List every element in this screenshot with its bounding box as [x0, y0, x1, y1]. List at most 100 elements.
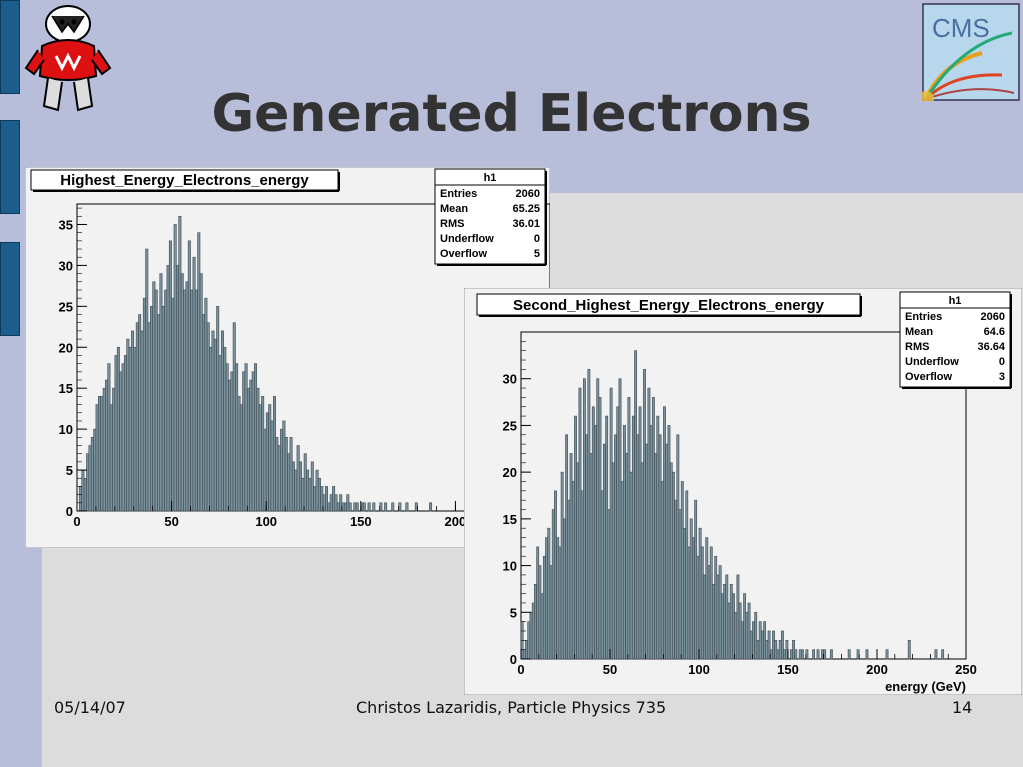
histogram-bar	[556, 537, 560, 660]
y-tick-label: 5	[66, 463, 73, 478]
histogram-bar	[140, 330, 144, 512]
stats-name: h1	[484, 172, 497, 184]
histogram-bar	[372, 502, 376, 512]
histogram-bar	[654, 453, 658, 660]
histogram-bar	[609, 387, 613, 660]
histogram-bar	[600, 490, 604, 660]
histogram-bar	[116, 346, 120, 512]
histogram-bar	[218, 355, 222, 512]
histogram-bar	[643, 369, 646, 660]
histogram-bar	[265, 412, 269, 512]
histogram-bar	[667, 425, 671, 660]
stats-value: 64.6	[984, 326, 1005, 338]
histogram-bar	[663, 406, 666, 660]
histogram-bar	[171, 297, 175, 512]
histogram-bar	[560, 471, 564, 660]
histogram-bar	[249, 379, 253, 512]
histogram-bar	[798, 649, 802, 660]
histogram-bar	[135, 322, 139, 512]
y-tick-label: 15	[503, 512, 517, 527]
histogram-bar	[605, 415, 609, 660]
histogram-bar	[627, 397, 631, 660]
histogram-bar	[660, 481, 664, 660]
histogram-bar	[102, 387, 106, 512]
histogram-bar	[235, 363, 239, 512]
histogram-bar	[157, 314, 161, 512]
histogram-bar	[228, 379, 232, 512]
histogram-bar	[745, 611, 749, 660]
histogram-bar	[348, 502, 352, 512]
histogram-bar	[152, 281, 156, 512]
x-tick-label: 150	[777, 662, 799, 677]
histogram-bar	[752, 621, 755, 660]
histogram-bar	[121, 363, 125, 512]
histogram-bar	[168, 240, 172, 512]
histogram-bar	[700, 546, 704, 660]
histogram-bar	[280, 428, 284, 512]
stats-value: 5	[534, 248, 540, 260]
histogram-bar	[620, 481, 624, 660]
stats-value: 0	[534, 233, 540, 245]
histogram-bars	[79, 215, 433, 512]
histogram-bar	[327, 502, 331, 512]
histogram-bar	[329, 494, 333, 512]
histogram-bar	[640, 462, 644, 660]
histogram-bar	[251, 371, 255, 512]
histogram-bar	[81, 469, 85, 512]
histogram-bar	[689, 518, 693, 660]
histogram-bar	[678, 509, 682, 660]
histogram-bar	[282, 420, 286, 512]
histogram-bar	[114, 355, 118, 512]
histogram-bar	[760, 630, 764, 660]
histogram-bar	[346, 494, 350, 512]
histogram-bar	[197, 232, 201, 512]
histogram-bar	[199, 273, 203, 512]
histogram-bar	[578, 387, 582, 660]
histogram-bar	[529, 611, 533, 660]
histogram-bar	[705, 537, 709, 660]
side-accent-bar-3	[0, 242, 20, 336]
histogram-bar	[268, 404, 272, 512]
histogram-bar	[765, 640, 769, 660]
y-tick-label: 25	[59, 299, 73, 314]
histogram-bar	[166, 265, 170, 512]
x-tick-label: 50	[603, 662, 617, 677]
histogram-bar	[649, 425, 653, 660]
stats-value: 2060	[516, 188, 540, 200]
histogram-bar	[772, 630, 775, 660]
histogram-bar	[674, 499, 678, 660]
histogram-bar	[100, 396, 104, 512]
y-tick-label: 20	[503, 465, 517, 480]
histogram-bar	[296, 445, 300, 512]
footer-date: 05/14/07	[54, 698, 126, 717]
histogram-bar	[237, 396, 241, 512]
histogram-bar	[306, 469, 310, 512]
histogram-bar	[244, 363, 248, 512]
histogram-bar	[138, 314, 142, 512]
histogram-bar	[209, 346, 213, 512]
histogram-bar	[294, 469, 298, 512]
histogram-bar	[270, 420, 274, 512]
histogram-bar	[685, 490, 689, 660]
histogram-bar	[527, 621, 531, 660]
histogram-bar	[812, 649, 816, 660]
chart-title: Second_Highest_Energy_Electrons_energy	[513, 297, 825, 314]
histogram-bar	[287, 453, 291, 512]
histogram-bar	[332, 486, 336, 512]
histogram-bar	[941, 649, 945, 660]
histogram-bar	[692, 537, 695, 660]
stats-label: Overflow	[905, 371, 953, 383]
histogram-bar	[315, 469, 319, 512]
y-tick-label: 5	[510, 605, 517, 620]
histogram-bar	[93, 428, 97, 512]
histogram-bar	[580, 490, 584, 660]
histogram-bar	[124, 355, 127, 512]
histogram-bar	[362, 502, 366, 512]
histogram-bar	[277, 445, 281, 512]
histogram-bar	[709, 546, 713, 660]
histogram-bar	[261, 396, 265, 512]
stats-value: 3	[999, 371, 1005, 383]
histogram-bar	[97, 396, 101, 512]
x-axis-label: energy (GeV)	[885, 679, 966, 694]
histogram-bar	[211, 330, 215, 512]
